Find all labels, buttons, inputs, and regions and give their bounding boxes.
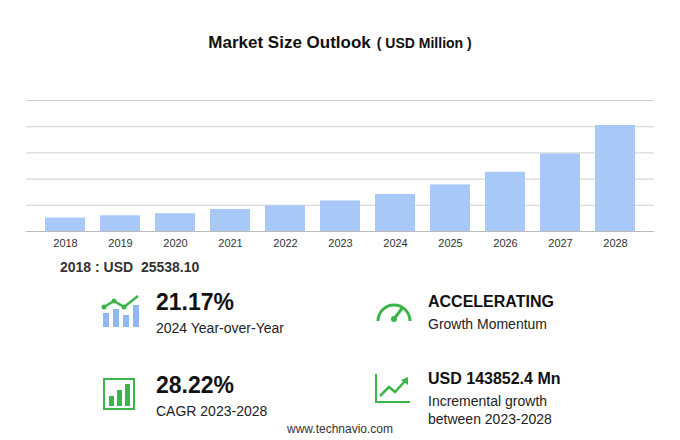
html-text:Market Size Outlook ( USD Mill: Market Size Outlook ( USD Million )	[208, 33, 472, 52]
html-text:ACCELERATING: ACCELERATING	[428, 293, 554, 310]
svg-text:2023: 2023	[328, 237, 352, 249]
svg-text:2021: 2021	[218, 237, 242, 249]
html-text:USD 143852.4 Mn: USD 143852.4 Mn	[428, 370, 561, 387]
svg-text:2019: 2019	[108, 237, 132, 249]
svg-text:2018: 2018	[53, 237, 77, 249]
html-text:www.technavio.com: www.technavio.com	[287, 422, 393, 436]
svg-text:2027: 2027	[548, 237, 572, 249]
svg-text:2025: 2025	[438, 237, 462, 249]
html-text:28.22%: 28.22%	[156, 372, 234, 398]
html-text:21.17%: 21.17%	[156, 289, 234, 315]
html-text:Growth Momentum: Growth Momentum	[428, 316, 547, 332]
html-text:2024 Year-over-Year: 2024 Year-over-Year	[156, 320, 284, 336]
svg-text:2026: 2026	[493, 237, 517, 249]
svg-text:2028: 2028	[603, 237, 627, 249]
html-text:Incremental growth between 202: Incremental growth between 2023-2028	[428, 393, 552, 427]
html-text:2018 : USD 25538.10: 2018 : USD 25538.10	[60, 259, 200, 275]
html-text:CAGR 2023-2028: CAGR 2023-2028	[156, 403, 268, 419]
svg-text:2022: 2022	[273, 237, 297, 249]
svg-text:2024: 2024	[383, 237, 407, 249]
svg-text:2020: 2020	[163, 237, 187, 249]
